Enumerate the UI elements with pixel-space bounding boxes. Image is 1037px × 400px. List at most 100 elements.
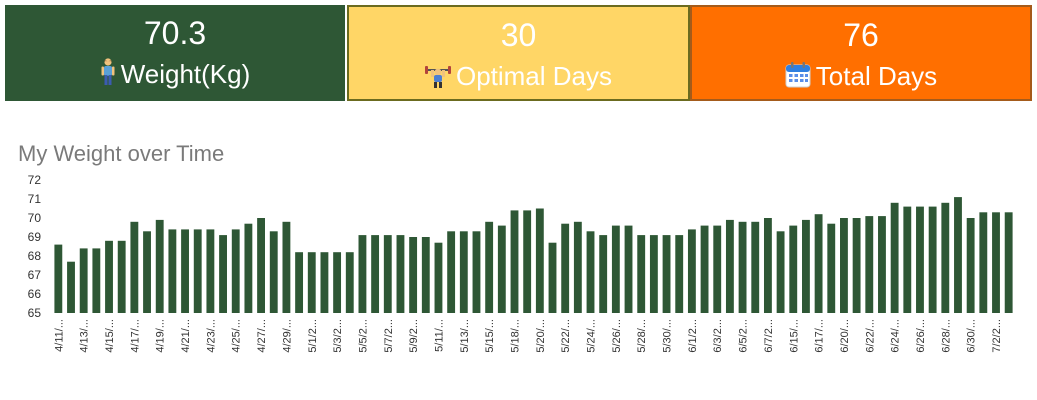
y-tick-label: 68 <box>28 249 42 263</box>
bar[interactable] <box>802 219 810 313</box>
bar[interactable] <box>700 225 709 313</box>
bar[interactable] <box>979 212 988 313</box>
bar[interactable] <box>92 248 101 313</box>
bar[interactable] <box>763 218 772 313</box>
bar[interactable] <box>244 223 253 313</box>
bar[interactable] <box>345 252 354 313</box>
bar[interactable] <box>79 248 88 313</box>
kpi-optimal-label: Optimal Days <box>455 61 613 91</box>
bar[interactable] <box>941 202 950 313</box>
calendar-icon <box>785 62 811 95</box>
bar[interactable] <box>992 212 1000 313</box>
bar[interactable] <box>371 235 380 313</box>
bar[interactable] <box>54 244 63 313</box>
bar[interactable] <box>827 223 836 313</box>
x-tick-label: 6/5/2... <box>738 319 750 353</box>
bar[interactable] <box>548 242 557 313</box>
bar[interactable] <box>206 229 215 313</box>
bar[interactable] <box>725 219 734 313</box>
bar[interactable] <box>789 225 798 313</box>
x-tick-label: 6/7/2... <box>763 319 775 353</box>
bar[interactable] <box>865 216 874 313</box>
bar[interactable] <box>497 225 506 313</box>
bar[interactable] <box>485 221 494 313</box>
bar[interactable] <box>130 221 139 313</box>
bar[interactable] <box>624 225 633 313</box>
bar[interactable] <box>358 235 367 313</box>
bar[interactable] <box>383 235 392 313</box>
bar[interactable] <box>434 242 443 313</box>
kpi-card-weight: 70.3 Weight(Kg) <box>5 5 345 101</box>
x-tick-label: 5/9/2... <box>408 319 420 353</box>
bar[interactable] <box>510 210 519 313</box>
bar[interactable] <box>307 252 316 313</box>
bar[interactable] <box>257 218 265 313</box>
x-tick-label: 4/11/... <box>53 319 65 352</box>
bar[interactable] <box>421 237 430 313</box>
kpi-total-value: 76 <box>843 17 879 53</box>
bar[interactable] <box>219 235 227 313</box>
bar[interactable] <box>903 206 912 313</box>
x-tick-label: 6/1/2... <box>687 319 699 353</box>
bar[interactable] <box>916 206 924 313</box>
kpi-optimal-label-row: Optimal Days <box>349 60 688 95</box>
y-tick-label: 70 <box>28 211 42 225</box>
bar[interactable] <box>713 225 722 313</box>
bar[interactable] <box>561 223 570 313</box>
bar[interactable] <box>472 231 481 313</box>
bar[interactable] <box>320 252 329 313</box>
x-tick-label: 5/22/... <box>560 319 572 353</box>
bar[interactable] <box>573 221 582 313</box>
bar[interactable] <box>143 231 151 313</box>
bar[interactable] <box>282 221 291 313</box>
bar[interactable] <box>611 225 620 313</box>
bar[interactable] <box>168 229 177 313</box>
bar[interactable] <box>586 231 595 313</box>
bar[interactable] <box>231 229 240 313</box>
bar[interactable] <box>675 235 684 313</box>
bar[interactable] <box>662 235 671 313</box>
bar[interactable] <box>687 229 696 313</box>
bar[interactable] <box>523 210 532 313</box>
bar[interactable] <box>928 206 937 313</box>
bar[interactable] <box>637 235 646 313</box>
bar[interactable] <box>396 235 405 313</box>
bar[interactable] <box>878 216 886 313</box>
bar[interactable] <box>599 235 608 313</box>
bar[interactable] <box>269 231 278 313</box>
bar[interactable] <box>333 252 342 313</box>
bar[interactable] <box>155 219 164 313</box>
bar[interactable] <box>181 229 189 313</box>
bar[interactable] <box>105 240 113 313</box>
bar[interactable] <box>840 218 848 313</box>
bar[interactable] <box>535 208 544 314</box>
bar[interactable] <box>409 237 418 313</box>
y-tick-label: 66 <box>28 287 42 301</box>
x-tick-label: 4/17/... <box>129 319 141 353</box>
x-tick-label: 6/15/... <box>788 319 800 353</box>
x-tick-label: 5/5/2... <box>357 319 369 353</box>
x-tick-label: 5/30/... <box>662 319 674 353</box>
bar[interactable] <box>295 252 304 313</box>
bar[interactable] <box>649 235 658 313</box>
bar[interactable] <box>751 221 760 313</box>
x-tick-label: 7/2/2... <box>991 319 1003 353</box>
bar[interactable] <box>852 218 861 313</box>
bar[interactable] <box>776 231 785 313</box>
bar[interactable] <box>738 221 747 313</box>
bar[interactable] <box>117 240 126 313</box>
bar[interactable] <box>459 231 468 313</box>
bar[interactable] <box>67 261 75 313</box>
bar[interactable] <box>954 197 962 313</box>
bar[interactable] <box>890 202 899 313</box>
y-tick-label: 71 <box>28 192 42 206</box>
chart-title: My Weight over Time <box>18 141 225 166</box>
bar[interactable] <box>193 229 202 313</box>
bar[interactable] <box>1004 212 1013 313</box>
bar[interactable] <box>447 231 456 313</box>
y-tick-label: 65 <box>28 306 42 320</box>
x-tick-label: 5/1/2... <box>307 319 319 353</box>
x-tick-label: 6/30/... <box>966 319 978 353</box>
bar[interactable] <box>814 214 823 313</box>
bar[interactable] <box>966 218 975 313</box>
